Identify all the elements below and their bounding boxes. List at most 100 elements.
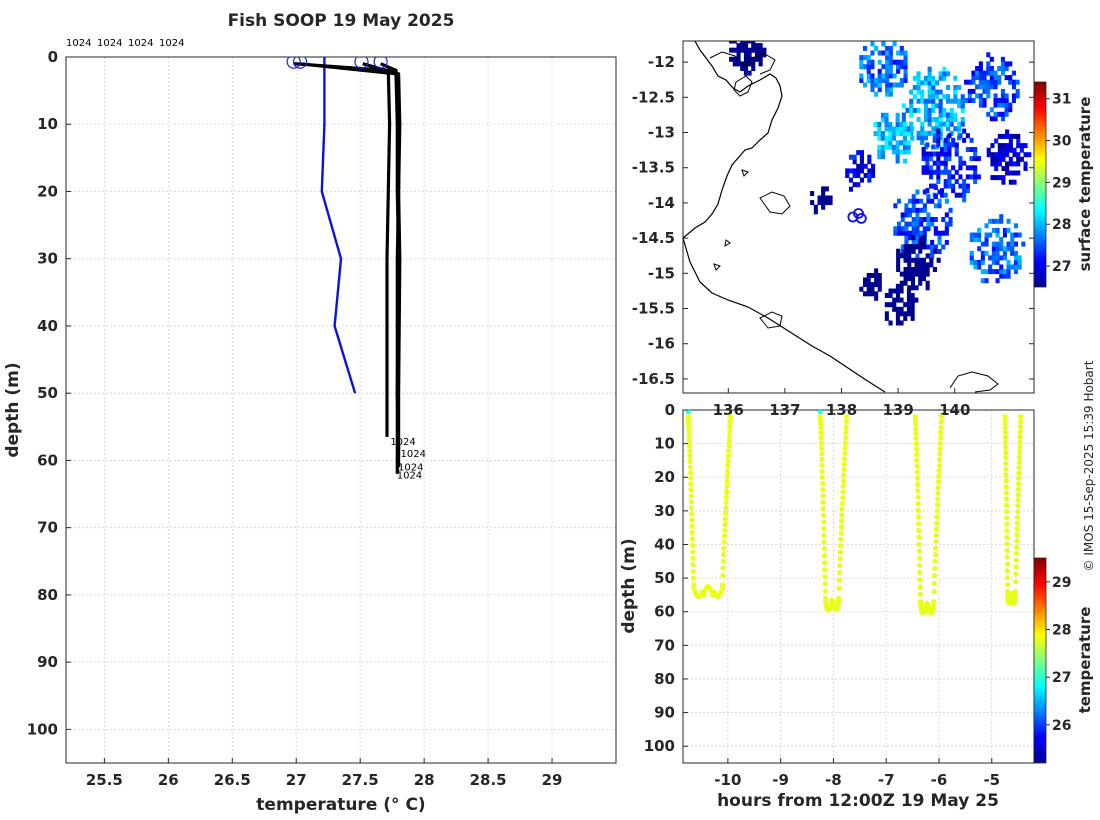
section-point — [931, 572, 938, 579]
sst-pixel — [993, 116, 998, 122]
section-point — [822, 599, 829, 605]
sst-pixel — [929, 262, 934, 268]
section-point — [819, 462, 825, 468]
sst-pixel — [951, 188, 956, 194]
sst-pixel — [933, 203, 938, 209]
sst-pixel — [910, 267, 915, 272]
section-point — [1002, 439, 1009, 445]
sst-pixel — [859, 163, 864, 169]
sst-pixel — [999, 273, 1004, 279]
profile-series-profile-2 — [298, 62, 401, 451]
section-point — [1017, 429, 1023, 435]
section-point — [686, 433, 692, 439]
sst-pixel — [948, 207, 953, 213]
sst-pixel — [915, 207, 920, 213]
sst-pixel — [896, 262, 901, 268]
sst-pixel — [885, 68, 890, 74]
sst-pixel — [910, 285, 915, 291]
sst-pixel — [936, 160, 941, 166]
sst-pixel — [848, 186, 853, 192]
section-point — [915, 507, 921, 513]
profile-series-profile-4 — [380, 62, 401, 474]
sst-pixel — [932, 151, 937, 157]
sst-pixel — [933, 217, 938, 222]
sst-pixel — [874, 45, 879, 51]
section-y-tick-label: 80 — [654, 670, 675, 688]
sst-pixel — [936, 128, 941, 134]
section-x-ticks: -10 -9 -8 -7 -6 -5 — [714, 758, 1000, 789]
sst-pixel — [895, 117, 900, 123]
section-point — [934, 508, 940, 514]
sst-pixel — [848, 177, 853, 183]
sst-pixel — [915, 239, 920, 245]
map-y-tick-label: -14 — [648, 194, 675, 212]
sst-pixel — [1016, 138, 1021, 144]
sst-pixel — [1008, 102, 1013, 108]
map-y-ticks: -12 -12.5 -13 -13.5 -14 -14.5 -15 -15.5 -16 -16.5 — [632, 53, 1034, 388]
sst-pixel — [927, 98, 932, 104]
sst-pixel — [874, 91, 879, 97]
sst-pixel — [910, 257, 915, 263]
sst-pixel — [1001, 133, 1006, 139]
section-point — [690, 555, 696, 561]
sst-pixel — [909, 107, 914, 113]
sst-pixel — [1002, 273, 1007, 279]
sst-pixel — [938, 107, 943, 113]
sst-pixel — [984, 241, 989, 247]
sst-pixel — [973, 232, 978, 238]
sst-pixel — [1013, 269, 1018, 275]
sst-pixel — [870, 291, 875, 297]
section-point — [723, 499, 729, 505]
section-x-tick-label: -6 — [931, 771, 948, 789]
section-point — [720, 565, 726, 571]
profile-x-tick-label: 27.5 — [342, 771, 379, 789]
sst-pixel — [925, 188, 930, 194]
sst-pixel — [866, 78, 871, 83]
sst-pixel — [866, 68, 871, 74]
sst-pixel — [758, 43, 763, 49]
sst-pixel — [754, 43, 759, 49]
sst-pixel — [1001, 156, 1006, 162]
section-point — [841, 461, 847, 467]
sst-pixel — [1012, 133, 1017, 139]
sst-pixel — [877, 277, 882, 283]
section-point — [838, 530, 844, 536]
section-colorbar-tick-label: 26 — [1052, 718, 1071, 734]
section-point — [1003, 460, 1009, 467]
sst-pixel — [751, 43, 756, 49]
sst-pixel — [912, 94, 917, 100]
sst-pixel — [906, 288, 911, 294]
sst-pixel — [962, 188, 967, 194]
sst-pixel — [944, 212, 949, 218]
sst-pixel — [933, 244, 938, 250]
profile-y-axis-label: depth (m) — [3, 362, 23, 457]
sst-pixel — [828, 195, 833, 201]
sst-pixel — [1010, 237, 1015, 243]
sst-pixel — [916, 89, 921, 95]
sst-pixel — [877, 131, 882, 137]
sst-pixel — [920, 98, 925, 104]
sst-pixel — [930, 239, 935, 245]
sst-pixel — [895, 320, 900, 326]
sst-pixel — [866, 282, 871, 288]
island-wellesley — [733, 75, 753, 97]
section-point — [914, 457, 920, 463]
sst-pixel — [1013, 223, 1018, 229]
sst-pixel — [892, 82, 897, 88]
sst-pixel — [859, 78, 864, 83]
sst-pixel — [906, 311, 911, 317]
sst-pixel — [743, 70, 748, 76]
sst-pixel — [732, 41, 737, 44]
sst-pixel — [915, 253, 920, 259]
sst-pixel — [877, 122, 882, 127]
sst-pixel — [994, 175, 999, 181]
sst-pixel — [874, 268, 879, 274]
sst-pixel — [932, 133, 937, 139]
section-point — [917, 591, 923, 597]
sst-pixel — [997, 143, 1002, 149]
section-point — [843, 424, 849, 430]
section-point — [1015, 503, 1021, 509]
sst-pixel — [922, 203, 927, 209]
sst-pixel — [870, 59, 875, 65]
sst-pixel — [927, 71, 932, 77]
